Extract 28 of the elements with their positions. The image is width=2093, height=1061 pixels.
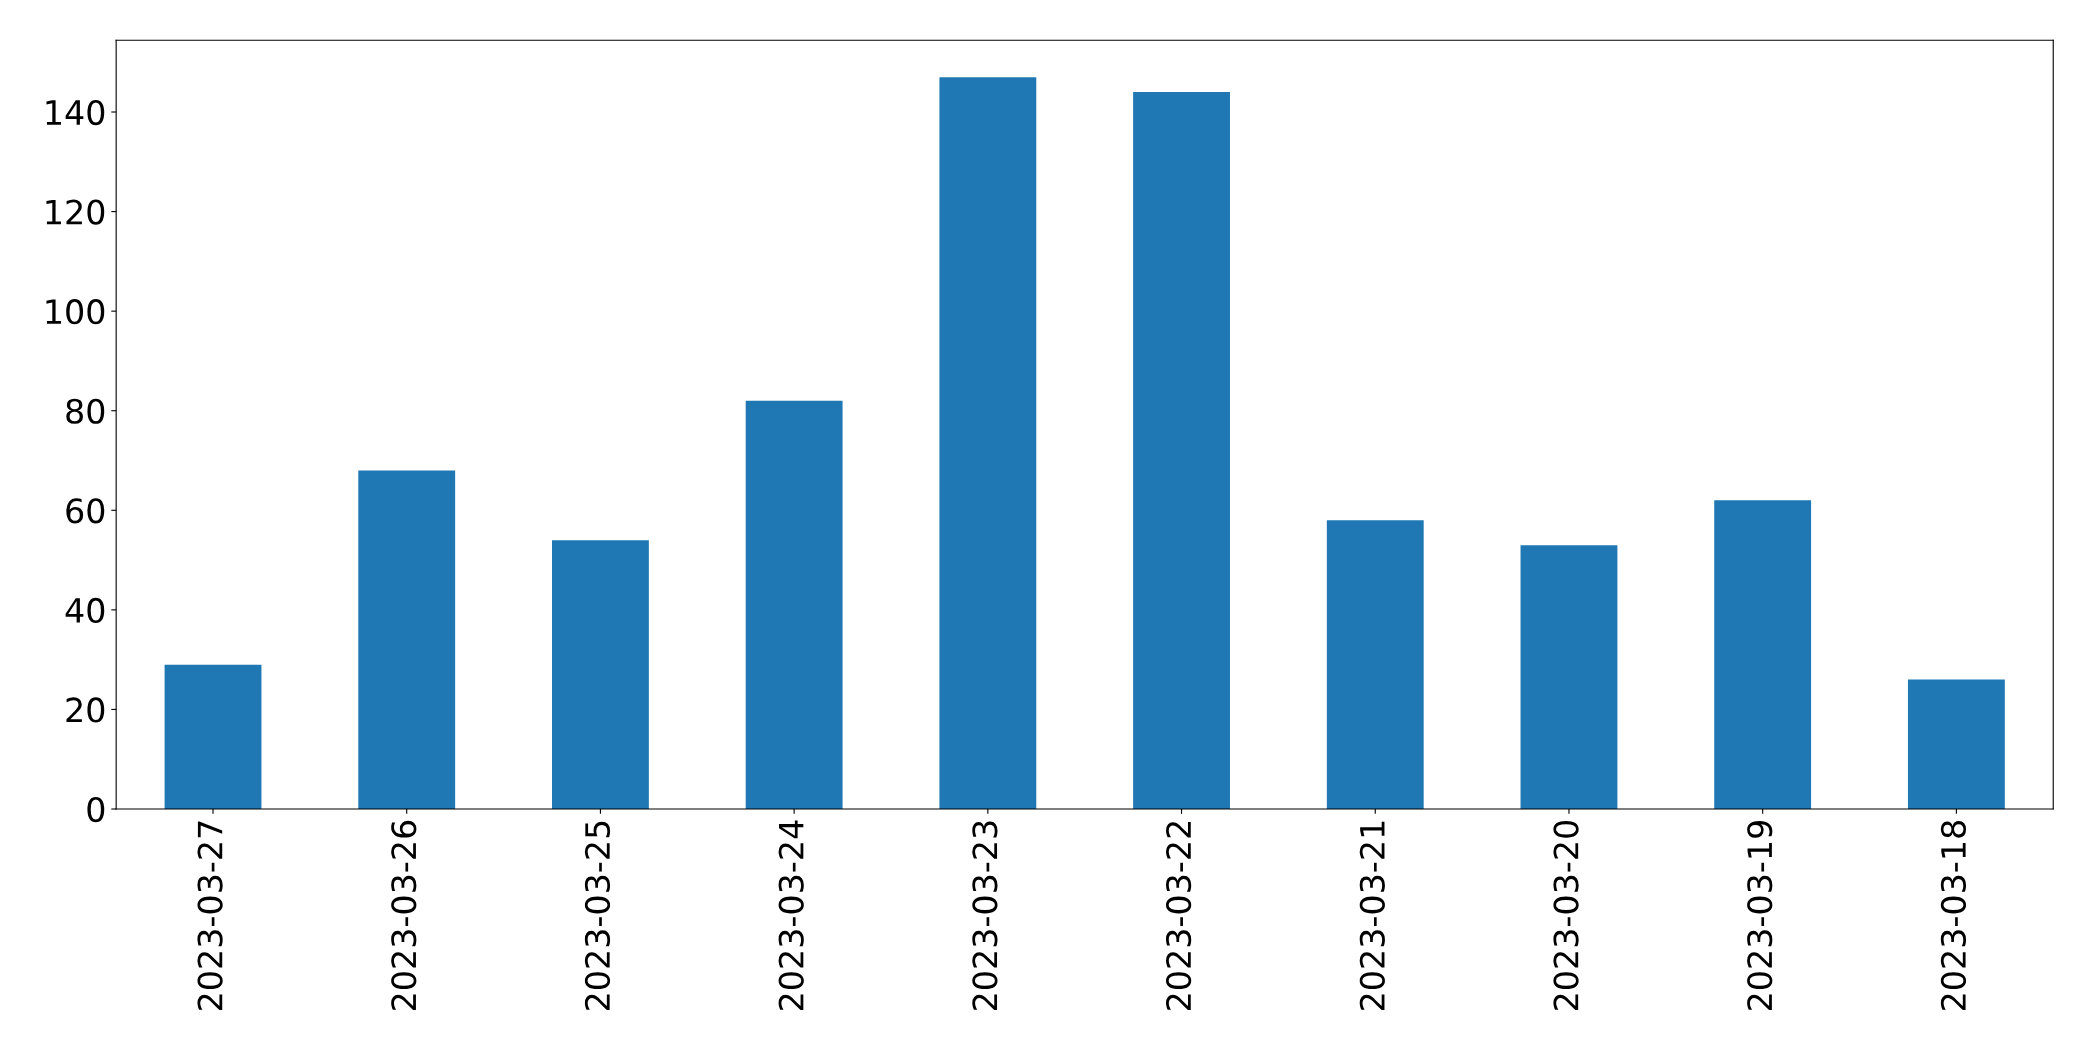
bar xyxy=(1326,520,1424,810)
x-tick-label: 2023-03-26 xyxy=(391,820,417,1011)
x-tick-label: 2023-03-25 xyxy=(584,821,611,1011)
bar xyxy=(552,540,649,810)
x-tick-label: 2023-03-19 xyxy=(1747,821,1773,1011)
x-tick-label: 2023-03-27 xyxy=(197,821,223,1011)
y-tick-label: 100 xyxy=(46,299,105,325)
x-tick-label: 2023-03-23 xyxy=(972,821,998,1011)
bar xyxy=(1133,92,1230,810)
bar xyxy=(358,470,456,810)
y-tick-label: 60 xyxy=(66,498,105,524)
y-tick-label: 40 xyxy=(65,597,105,624)
x-tick-label: 2023-03-22 xyxy=(1166,822,1192,1011)
bar xyxy=(1907,679,2005,810)
x-tick-label: 2023-03-20 xyxy=(1553,820,1579,1011)
y-tick-label: 140 xyxy=(46,99,105,126)
x-tick-label: 2023-03-18 xyxy=(1940,821,1967,1011)
y-tick-label: 120 xyxy=(46,199,105,225)
y-tick-label: 20 xyxy=(66,697,105,723)
y-tick-label: 80 xyxy=(66,398,105,424)
y-tick-label: 0 xyxy=(87,796,105,823)
bar xyxy=(1520,545,1618,810)
bar xyxy=(1714,500,1812,810)
bar xyxy=(745,400,843,810)
x-tick-label: 2023-03-24 xyxy=(778,820,804,1011)
x-tick-label: 2023-03-21 xyxy=(1359,821,1385,1011)
bar xyxy=(164,664,262,810)
bar xyxy=(939,77,1037,810)
